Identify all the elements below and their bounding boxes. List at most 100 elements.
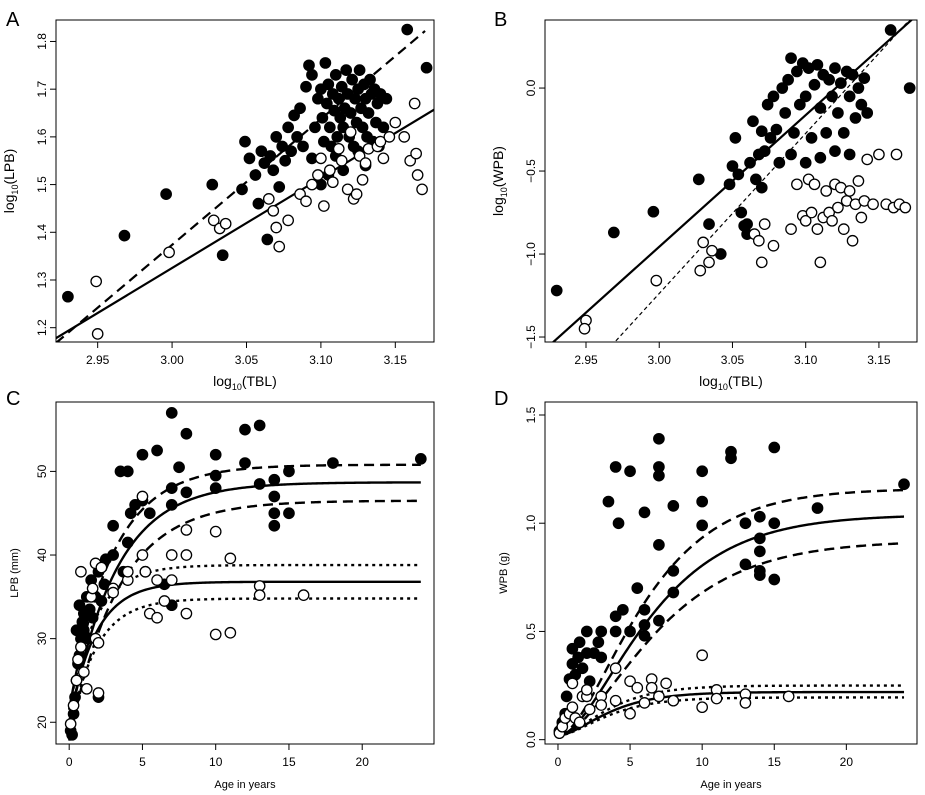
- panel-b-x-tick-label: 3.15: [867, 353, 891, 367]
- panel-d-point-open: [782, 690, 795, 703]
- panel-b-point-filled: [755, 125, 768, 138]
- panel-b-point-open: [808, 178, 821, 191]
- panel-b-point-filled: [723, 178, 736, 191]
- panel-a-point-open: [312, 169, 324, 181]
- panel-a-point-filled: [319, 57, 332, 69]
- panel-c-y-ticks: 20 30 40 50: [35, 464, 56, 729]
- panel-a-point-filled: [349, 92, 361, 105]
- panel-a-point-open: [344, 126, 357, 138]
- panel-b-point-filled: [550, 284, 563, 297]
- panel-b-point-filled: [755, 181, 768, 194]
- panel-d-point-filled: [667, 586, 680, 599]
- panel-a-y-ticks: 1.2 1.3 1.4 1.5 1.6 1.7 1.8: [35, 33, 56, 336]
- panel-b-y-tick-label: −0.5: [524, 159, 538, 183]
- panel-c-point-open: [165, 574, 178, 586]
- panel-c-point-open: [180, 549, 193, 561]
- panel-d-point-open: [580, 684, 593, 696]
- panel-a-point-filled: [401, 23, 414, 36]
- panel-c-point-filled: [173, 461, 185, 474]
- panel-b-point-open: [837, 223, 850, 235]
- panel-b-point-filled: [779, 107, 792, 119]
- panel-c-point-filled: [253, 478, 266, 490]
- panel-b-point-open: [650, 274, 663, 287]
- panel-a-point-open: [273, 240, 286, 253]
- panel-b-point-open: [703, 256, 715, 269]
- panel-b-fit-line-dotted: [614, 20, 911, 342]
- panel-c-x-label: Age in years: [214, 779, 276, 791]
- panel-a-point-filled: [255, 145, 268, 158]
- panel-b-point-open: [826, 214, 838, 227]
- panel-d-y-tick-label: 1.0: [524, 515, 538, 532]
- panel-a-x-label: log10(TBL): [213, 373, 277, 392]
- panel-b-point-filled: [843, 90, 856, 103]
- panel-d-point-filled: [768, 517, 781, 530]
- panel-b-point-filled: [852, 82, 865, 94]
- panel-d-point-filled: [811, 502, 824, 514]
- panel-b-point-filled: [785, 52, 797, 65]
- panel-a-x-tick-label: 3.05: [235, 353, 259, 367]
- panel-b-point-filled: [750, 173, 762, 186]
- panel-b-point-filled: [861, 107, 874, 119]
- panel-c-point-open: [165, 549, 178, 561]
- panel-c-x-tick-label: 20: [356, 755, 370, 769]
- panel-d-point-filled: [560, 690, 573, 703]
- panel-a-point-filled: [300, 80, 312, 93]
- panel-b-y-tick-label: −1.5: [524, 325, 538, 349]
- panel-d-point-filled: [898, 478, 910, 491]
- panel-b-point-open: [890, 148, 903, 161]
- panel-d-point-filled: [573, 636, 586, 649]
- panel-b-point-filled: [770, 123, 783, 136]
- panel-d-point-open: [566, 677, 579, 690]
- panel-d-growth-curve-solid: [557, 690, 905, 737]
- panel-b-point-filled: [805, 131, 818, 144]
- panel-a-point-filled: [321, 97, 333, 110]
- panel-b-label: B: [494, 9, 507, 31]
- panel-a-point-open: [398, 131, 411, 143]
- panel-b-point-filled: [647, 205, 660, 218]
- panel-a-point-open: [408, 97, 421, 110]
- panel-d-point-open: [583, 703, 596, 716]
- panel-d-point-open: [660, 677, 672, 690]
- panel-c-point-filled: [121, 536, 134, 549]
- panel-d-point-filled: [653, 469, 665, 482]
- panel-d-y-ticks: 0.0 0.5 1.0 1.5: [524, 406, 545, 748]
- panel-b-point-filled: [747, 115, 759, 128]
- panel-d-point-filled: [595, 625, 608, 638]
- panel-a-point-filled: [329, 69, 342, 81]
- panel-d-point-filled: [653, 432, 665, 445]
- panel-c-point-open: [75, 641, 87, 653]
- panel-b-point-filled: [735, 206, 748, 219]
- panel-c-point-filled: [165, 407, 178, 419]
- panel-a-point-filled: [331, 131, 344, 143]
- panel-a-y-tick-label: 1.6: [35, 128, 49, 145]
- panel-b-point-open: [899, 201, 912, 214]
- panel-b-point-filled: [814, 102, 827, 114]
- panel-d-point-filled: [696, 495, 709, 508]
- panel-d-point-open: [653, 690, 665, 703]
- panel-d-point-filled: [631, 582, 644, 595]
- panel-d-point-filled: [609, 625, 622, 638]
- panel-b-point-filled: [799, 156, 812, 169]
- panel-a-point-filled: [303, 59, 315, 72]
- panel-a-x-tick-label: 3.00: [160, 353, 184, 367]
- panel-b-point-filled: [829, 62, 841, 74]
- panel-b-point-filled: [826, 90, 838, 103]
- panel-c-points: [64, 407, 427, 741]
- panel-a-point-filled: [322, 78, 335, 91]
- panel-b-point-filled: [726, 160, 739, 172]
- panel-d-point-open: [566, 701, 579, 714]
- panel-c-x-tick-label: 10: [209, 755, 223, 769]
- panel-b-y-tick-label: −1.0: [524, 242, 538, 266]
- panel-c-point-open: [92, 687, 105, 699]
- panel-a-point-open: [389, 116, 402, 129]
- panel-c-point-filled: [121, 465, 134, 478]
- panel-d-point-open: [595, 699, 608, 711]
- panel-b-point-open: [820, 185, 833, 197]
- panel-c-point-filled: [268, 507, 281, 520]
- panel-b-point-filled: [741, 218, 753, 231]
- panel-d-point-open: [631, 681, 644, 694]
- panel-b-point-open: [852, 175, 865, 187]
- panel-b-point-filled: [843, 148, 856, 161]
- panel-d-frame: [544, 401, 918, 745]
- panel-a-y-tick-label: 1.4: [35, 224, 49, 241]
